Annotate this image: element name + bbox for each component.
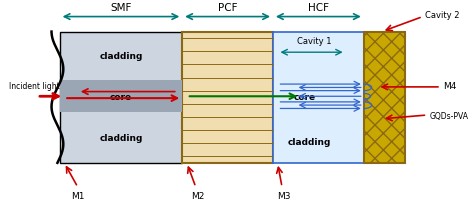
Text: Cavity 1: Cavity 1 <box>297 37 331 45</box>
Text: M1: M1 <box>71 191 84 200</box>
Text: M2: M2 <box>191 191 205 200</box>
Bar <box>60 32 182 163</box>
Text: Incident light: Incident light <box>9 82 60 91</box>
Text: core: core <box>110 92 132 101</box>
Text: cladding: cladding <box>99 133 143 142</box>
Bar <box>60 81 182 113</box>
Text: M4: M4 <box>443 82 456 91</box>
Bar <box>182 32 273 163</box>
Text: Cavity 2: Cavity 2 <box>425 11 459 20</box>
Text: cladding: cladding <box>288 137 331 146</box>
Text: M3: M3 <box>278 191 291 200</box>
Bar <box>273 32 364 163</box>
Text: SMF: SMF <box>110 3 132 13</box>
Bar <box>364 32 405 163</box>
Text: GQDs-PVA: GQDs-PVA <box>429 111 469 120</box>
Text: cladding: cladding <box>99 52 143 61</box>
Text: HCF: HCF <box>308 3 329 13</box>
Text: PCF: PCF <box>218 3 237 13</box>
Text: core: core <box>294 92 316 101</box>
